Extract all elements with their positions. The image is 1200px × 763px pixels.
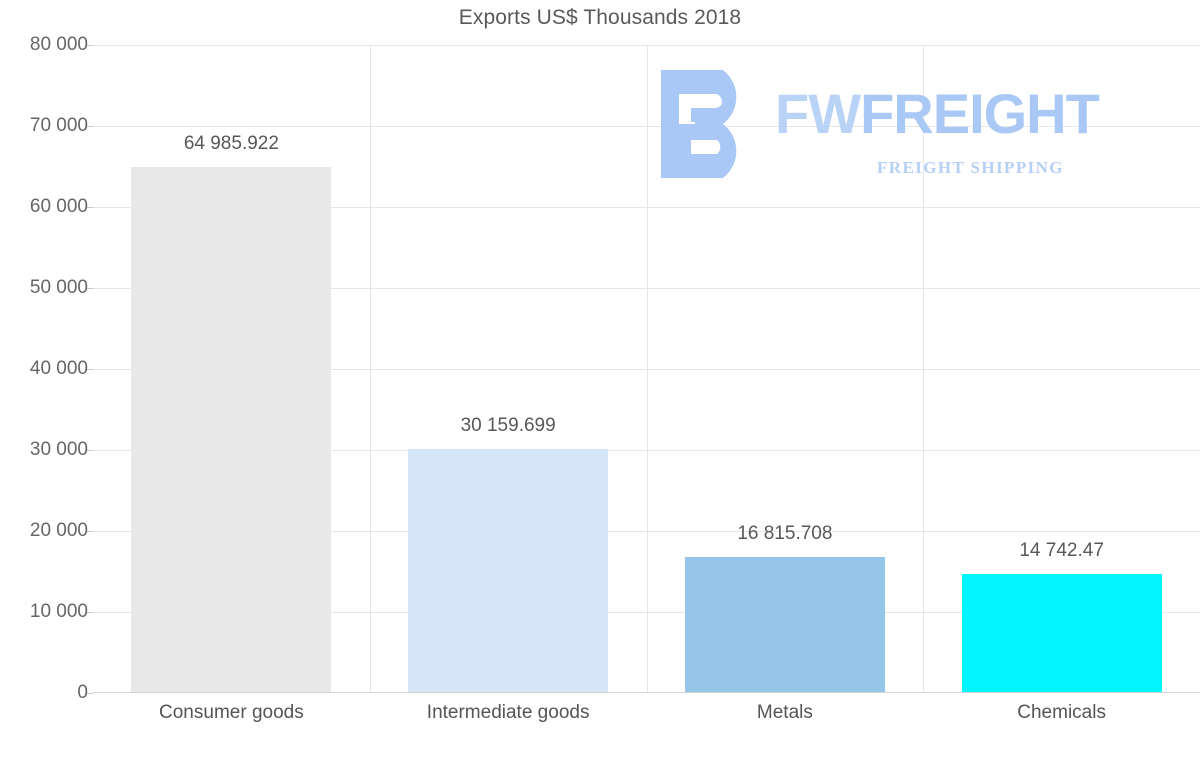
y-tick-label: 30 000	[29, 439, 88, 460]
gridline	[93, 531, 1200, 532]
gridline	[93, 369, 1200, 370]
category-separator	[923, 45, 924, 693]
bar-value-label: 64 985.922	[183, 132, 279, 154]
bar-value-label: 16 815.708	[737, 522, 833, 544]
y-tick-mark	[87, 45, 93, 46]
y-tick-mark	[87, 288, 93, 289]
category-separator	[647, 45, 648, 693]
y-tick-label: 70 000	[29, 115, 88, 136]
gridline	[93, 207, 1200, 208]
y-tick-mark	[87, 369, 93, 370]
y-tick-mark	[87, 531, 93, 532]
y-tick-label: 40 000	[29, 358, 88, 379]
x-tick-label: Consumer goods	[159, 702, 304, 723]
bar-value-label: 14 742.47	[1019, 539, 1104, 561]
x-tick-label: Intermediate goods	[426, 702, 590, 723]
x-axis-baseline	[93, 692, 1200, 693]
y-tick-label: 60 000	[29, 196, 88, 217]
gridline	[93, 288, 1200, 289]
bar[interactable]	[684, 556, 885, 693]
y-tick-mark	[87, 693, 93, 694]
y-tick-mark	[87, 612, 93, 613]
y-tick-mark	[87, 126, 93, 127]
x-tick-label: Chemicals	[1017, 702, 1106, 723]
bar[interactable]	[961, 573, 1162, 693]
y-tick-label: 10 000	[29, 601, 88, 622]
plot-area: 64 985.922 30 159.699 16 815.708 14 742.47	[87, 45, 1200, 694]
chart-title: Exports US$ Thousands 2018	[458, 6, 742, 29]
y-tick-label: 50 000	[29, 277, 88, 298]
gridline	[93, 450, 1200, 451]
y-tick-label: 80 000	[29, 34, 88, 55]
category-separator	[370, 45, 371, 693]
gridline	[93, 612, 1200, 613]
y-tick-mark	[87, 450, 93, 451]
gridline	[93, 45, 1200, 46]
bar[interactable]	[131, 166, 332, 693]
bar-value-label: 30 159.699	[460, 414, 556, 436]
y-tick-mark	[87, 207, 93, 208]
y-tick-label: 0	[77, 682, 88, 703]
gridline	[93, 126, 1200, 127]
y-tick-label: 20 000	[29, 520, 88, 541]
bar[interactable]	[408, 448, 609, 693]
x-tick-label: Metals	[756, 702, 813, 723]
